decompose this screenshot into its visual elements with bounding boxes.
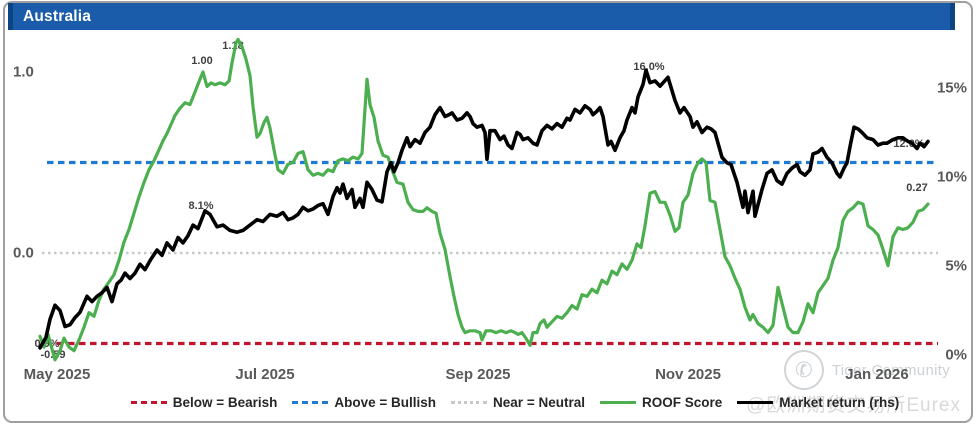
page-title: Australia [23,7,92,25]
legend-item-above-bullish: Above = Bullish [292,395,436,410]
legend-item-market-return-rhs: Market return (rhs) [737,395,899,410]
legend-swatch-roof-score [599,401,636,404]
legend-label-market-return-rhs: Market return (rhs) [779,395,900,410]
legend-item-below-bearish: Below = Bearish [130,395,278,410]
legend-label-near-neutral: Near = Neutral [493,395,585,410]
legend-label-roof-score: ROOF Score [641,395,723,410]
community-watermark: ✆ Tiger Community [780,346,950,394]
legend-swatch-below-bearish [130,401,167,404]
chart-title-bar: Australia [8,3,955,30]
community-watermark-text: Tiger Community [831,361,950,379]
legend: Below = Bearish Above = Bullish Near = Neu… [0,395,975,410]
legend-swatch-near-neutral [451,401,488,404]
legend-item-near-neutral: Near = Neutral [451,395,585,410]
exchange-watermark-text: @欧洲期货交易所Eurex [746,395,961,416]
legend-label-above-bullish: Above = Bullish [334,395,437,410]
legend-swatch-above-bullish [292,401,329,404]
legend-item-roof-score: ROOF Score [599,395,723,410]
legend-swatch-market-return-rhs [737,401,774,404]
legend-label-below-bearish: Below = Bearish [172,395,278,410]
phone-icon: ✆ [780,346,828,394]
